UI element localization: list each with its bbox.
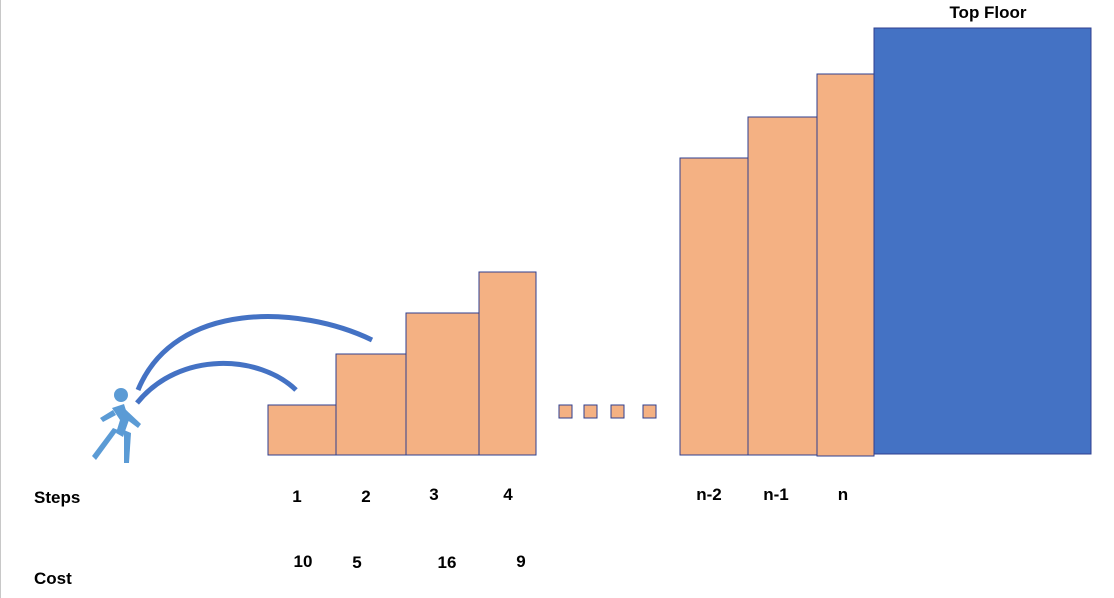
person-walking-icon	[92, 388, 141, 463]
step-label-n: n	[838, 485, 848, 504]
step-label-1: 1	[292, 487, 301, 506]
step-label-n-2: n-2	[696, 485, 722, 504]
cost-row-label: Cost	[34, 569, 72, 588]
step-n-block	[816, 73, 875, 457]
step-3-block	[405, 312, 480, 456]
ellipsis-square-1	[558, 404, 573, 419]
cost-label-4: 9	[516, 552, 525, 571]
step-label-n-1: n-1	[763, 485, 789, 504]
jump-arc-one-step	[135, 360, 298, 405]
jump-arc-two-steps	[135, 314, 374, 391]
step-label-3: 3	[429, 485, 438, 504]
top-floor-title: Top Floor	[949, 3, 1026, 22]
steps-row-label: Steps	[34, 488, 80, 507]
step-n-1-block	[747, 116, 818, 456]
ellipsis-square-3	[610, 404, 625, 419]
step-n-2-block	[679, 157, 749, 456]
top-floor-block	[873, 27, 1092, 455]
step-label-2: 2	[361, 487, 370, 506]
ellipsis-square-2	[583, 404, 598, 419]
ellipsis-square-4	[642, 404, 657, 419]
step-4-block	[478, 271, 537, 456]
cost-label-2: 5	[352, 553, 361, 572]
step-label-4: 4	[503, 485, 513, 504]
cost-label-3: 16	[438, 553, 457, 572]
step-2-block	[335, 353, 407, 456]
step-1-block	[267, 404, 337, 456]
cost-label-1: 10	[294, 552, 313, 571]
